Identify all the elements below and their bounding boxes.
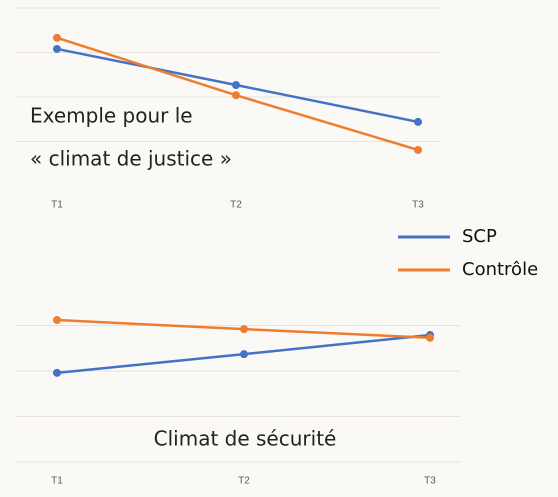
point (232, 91, 240, 100)
x-tick-label: T3 (424, 476, 436, 487)
x-tick-label: T1 (51, 476, 63, 487)
annotation: Exemple pour le (30, 104, 193, 128)
point (53, 316, 61, 325)
point (53, 33, 61, 42)
point (426, 333, 434, 342)
point (414, 145, 422, 154)
annotation: Climat de sécurité (154, 427, 337, 451)
x-tick-label: T1 (51, 200, 63, 211)
point (414, 117, 422, 126)
point (53, 44, 61, 53)
x-tick-label: T2 (238, 476, 250, 487)
x-tick-label: T2 (230, 200, 242, 211)
point (240, 350, 248, 359)
point (53, 368, 61, 377)
x-tick-label: T3 (412, 200, 424, 211)
legend-label: SCP (462, 226, 497, 247)
point (240, 325, 248, 334)
legend-label: Contrôle (462, 259, 538, 280)
annotation: « climat de justice » (30, 147, 232, 171)
point (232, 80, 240, 89)
